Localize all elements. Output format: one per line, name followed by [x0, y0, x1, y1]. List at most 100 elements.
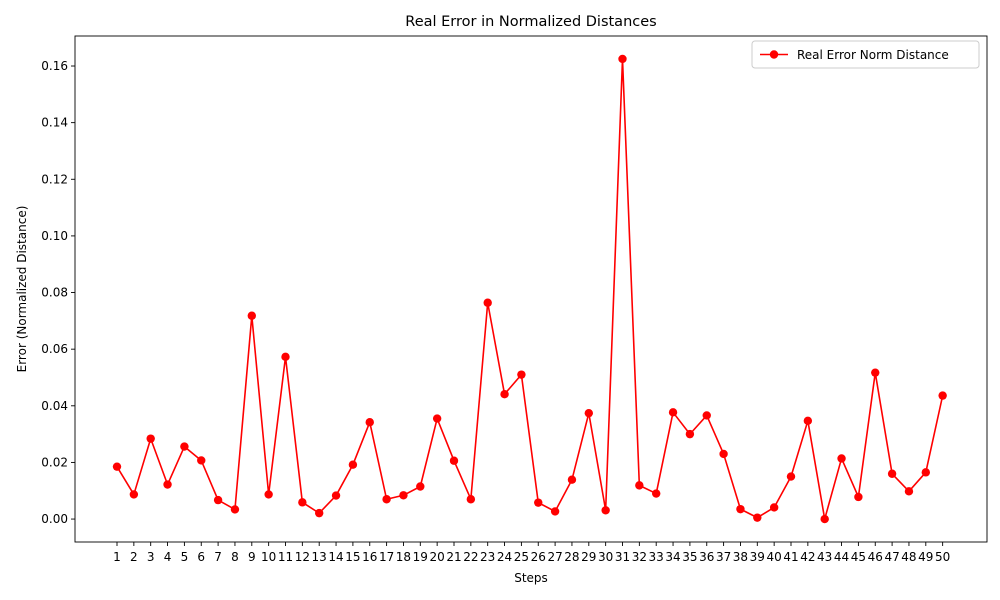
- data-point: [129, 490, 139, 499]
- data-point: [517, 370, 526, 379]
- plot-frame: [74, 35, 988, 543]
- x-tick-label: 44: [834, 550, 849, 564]
- x-tick-label: 46: [868, 550, 883, 564]
- data-point: [112, 462, 122, 471]
- x-tick-label: 20: [430, 550, 445, 564]
- data-point: [635, 481, 644, 490]
- data-point: [567, 475, 577, 484]
- legend-marker: [769, 50, 779, 59]
- x-axis: 1 2 3 4 5 6 7 8 9 10 11 12 13 14 15 16 17 18 19 20 21 22 23 24 2…: [113, 542, 950, 564]
- x-tick-label: 1: [113, 550, 121, 564]
- data-point: [921, 468, 930, 477]
- data-point: [685, 429, 695, 439]
- x-tick-label: 45: [851, 550, 866, 564]
- y-tick-label: 0.00: [41, 512, 68, 526]
- data-point: [786, 472, 796, 481]
- x-tick-label: 29: [581, 550, 596, 564]
- x-tick-label: 7: [214, 550, 222, 564]
- y-tick-label: 0.16: [41, 59, 68, 73]
- chart-title: Real Error in Normalized Distances: [405, 14, 656, 30]
- x-tick-label: 10: [261, 550, 276, 564]
- x-tick-label: 39: [750, 550, 765, 564]
- x-tick-label: 42: [800, 550, 815, 564]
- x-tick-label: 30: [598, 550, 613, 564]
- x-tick-label: 11: [278, 550, 293, 564]
- x-tick-label: 13: [312, 550, 327, 564]
- x-tick-label: 26: [531, 550, 546, 564]
- x-tick-label: 18: [396, 550, 411, 564]
- data-point: [163, 480, 172, 489]
- data-point: [736, 504, 745, 514]
- x-tick-label: 16: [362, 550, 377, 564]
- data-point: [180, 442, 189, 451]
- data-point: [416, 482, 425, 491]
- x-tick-label: 50: [935, 550, 950, 564]
- data-point: [618, 54, 627, 64]
- x-tick-label: 15: [345, 550, 360, 564]
- plot-area: [74, 35, 988, 543]
- data-point: [298, 498, 307, 507]
- x-tick-label: 12: [295, 550, 310, 564]
- data-point: [466, 495, 476, 504]
- x-tick-label: 27: [547, 550, 562, 564]
- data-point: [382, 495, 391, 504]
- x-tick-label: 9: [248, 550, 256, 564]
- data-point: [820, 514, 829, 524]
- data-point: [146, 434, 155, 443]
- data-point: [500, 389, 509, 399]
- data-point: [938, 391, 947, 400]
- y-axis-label: Error (Normalized Distance): [15, 206, 29, 373]
- data-point: [399, 491, 408, 500]
- x-tick-label: 17: [379, 550, 394, 564]
- data-point: [213, 495, 223, 505]
- data-point: [264, 490, 273, 499]
- data-point: [584, 408, 593, 418]
- data-point: [837, 454, 846, 463]
- data-point: [668, 408, 678, 417]
- x-tick-label: 31: [615, 550, 630, 564]
- x-tick-label: 38: [733, 550, 748, 564]
- data-point: [803, 416, 813, 426]
- x-tick-label: 6: [197, 550, 205, 564]
- series-layer: [112, 54, 947, 524]
- data-point: [702, 411, 711, 420]
- x-tick-label: 47: [884, 550, 899, 564]
- x-tick-label: 43: [817, 550, 832, 564]
- x-tick-label: 21: [446, 550, 461, 564]
- legend-box: [751, 40, 980, 69]
- series-line: [116, 58, 944, 520]
- y-tick-label: 0.02: [41, 455, 68, 469]
- x-tick-label: 41: [783, 550, 798, 564]
- x-tick-label: 5: [181, 550, 189, 564]
- y-tick-label: 0.12: [41, 172, 68, 186]
- data-point: [331, 491, 341, 500]
- data-point: [753, 513, 762, 522]
- x-tick-label: 23: [480, 550, 495, 564]
- x-tick-label: 35: [682, 550, 697, 564]
- y-axis: 0.00 0.02 0.04 0.06 0.08 0.10 0.12 0.14 0.16: [41, 59, 75, 526]
- data-point: [197, 456, 206, 465]
- data-point: [534, 498, 543, 507]
- y-tick-label: 0.04: [41, 399, 68, 413]
- y-tick-label: 0.14: [41, 116, 68, 130]
- x-tick-label: 25: [514, 550, 529, 564]
- x-tick-label: 8: [231, 550, 239, 564]
- data-point: [904, 487, 914, 496]
- data-point: [550, 507, 560, 516]
- data-point: [230, 505, 240, 514]
- legend: Real Error Norm Distance: [751, 40, 980, 69]
- x-tick-label: 34: [665, 550, 680, 564]
- x-tick-label: 14: [328, 550, 343, 564]
- data-point: [652, 489, 661, 498]
- data-point: [432, 414, 442, 423]
- data-point: [601, 506, 610, 515]
- x-tick-label: 28: [564, 550, 579, 564]
- y-tick-label: 0.08: [41, 286, 68, 300]
- x-tick-label: 40: [767, 550, 782, 564]
- y-tick-label: 0.06: [41, 342, 68, 356]
- data-point: [315, 508, 324, 518]
- x-tick-label: 22: [463, 550, 478, 564]
- x-tick-label: 32: [632, 550, 647, 564]
